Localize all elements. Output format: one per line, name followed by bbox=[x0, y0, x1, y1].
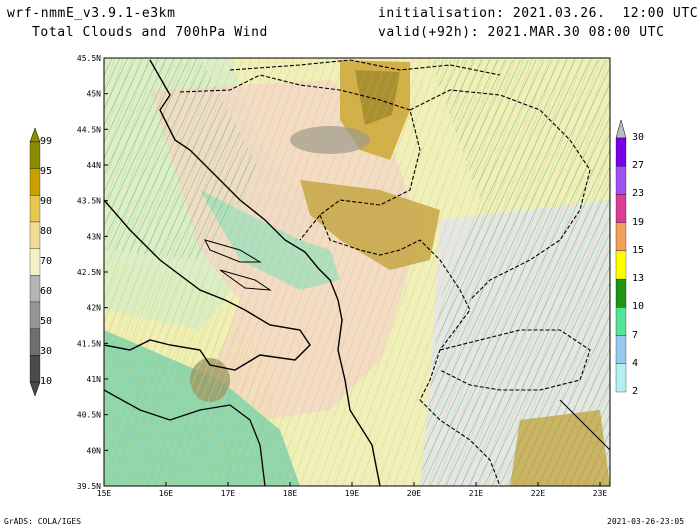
latitude-label: 42.5N bbox=[77, 268, 101, 277]
cloud-colorbar-swatch bbox=[29, 168, 41, 196]
product-title: Total Clouds and 700hPa Wind bbox=[32, 25, 268, 40]
cloud-colorbar-swatch bbox=[29, 275, 41, 303]
latitude-label: 43N bbox=[87, 232, 102, 241]
wind-colorbar-label: 7 bbox=[632, 329, 639, 341]
longitude-label: 18E bbox=[283, 489, 298, 498]
latitude-label: 45N bbox=[87, 90, 102, 99]
latitude-label: 42N bbox=[87, 304, 102, 313]
wind-colorbar-label: 4 bbox=[632, 357, 639, 369]
longitude-label: 22E bbox=[531, 489, 546, 498]
cloud-colorbar-label: 99 bbox=[40, 136, 53, 147]
wind-colorbar-swatch bbox=[615, 307, 627, 336]
coastline-italy bbox=[104, 199, 311, 371]
valid-time: valid(+92h): 2021.MAR.30 08:00 UTC bbox=[378, 25, 665, 40]
wind-colorbar-swatch bbox=[615, 335, 627, 364]
longitude-label: 16E bbox=[159, 489, 174, 498]
wind-colorbar-label: 19 bbox=[632, 216, 645, 228]
cloud-colorbar-swatch bbox=[29, 141, 41, 169]
island-2 bbox=[219, 269, 272, 291]
cloud-colorbar-top-triangle bbox=[29, 127, 41, 143]
longitude-label: 19E bbox=[345, 489, 360, 498]
wind-colorbar-swatch bbox=[615, 166, 627, 195]
coastline-italy-south bbox=[104, 389, 266, 486]
latitude-label: 39.5N bbox=[77, 482, 101, 491]
wind-colorbar-label: 27 bbox=[632, 160, 645, 172]
cloud-colorbar-swatch bbox=[29, 355, 41, 383]
wind-field-green-west bbox=[104, 58, 260, 260]
latitude-label: 41.5N bbox=[77, 339, 101, 348]
latitude-label: 44N bbox=[87, 161, 102, 170]
cloud-colorbar-label: 70 bbox=[40, 256, 53, 267]
cloud-colorbar bbox=[29, 127, 41, 397]
wind-colorbar-label: 30 bbox=[632, 132, 645, 143]
cloud-colorbar-label: 90 bbox=[40, 196, 53, 207]
model-title: wrf-nmmE_v3.9.1-e3km bbox=[7, 6, 176, 21]
wind-colorbar-label: 2 bbox=[632, 386, 639, 397]
wind-colorbar-top-triangle bbox=[615, 119, 627, 139]
latitude-label: 44.5N bbox=[77, 125, 101, 134]
cloud-colorbar-swatch bbox=[29, 328, 41, 356]
wind-field-yellow bbox=[104, 260, 300, 486]
border-albania-greece bbox=[419, 399, 501, 486]
wind-colorbar-swatch bbox=[615, 222, 627, 252]
border-serbia bbox=[409, 89, 591, 301]
cloud-colorbar-label: 50 bbox=[40, 316, 53, 327]
latitude-label: 43.5N bbox=[77, 197, 101, 206]
wind-colorbar-label: 15 bbox=[632, 244, 645, 256]
cloud-colorbar-bottom-triangle bbox=[29, 381, 41, 397]
cloud-colorbar-label: 80 bbox=[40, 226, 53, 237]
wind-colorbar-label: 23 bbox=[632, 188, 645, 200]
cloud-colorbar-label: 10 bbox=[40, 376, 53, 387]
footer-timestamp: 2021-03-26-23:05 bbox=[607, 517, 685, 526]
island-1 bbox=[204, 239, 262, 263]
latitude-label: 41N bbox=[87, 375, 102, 384]
wind-colorbar-swatch bbox=[615, 250, 627, 280]
longitude-label: 17E bbox=[221, 489, 236, 498]
latitude-label: 40N bbox=[87, 446, 102, 455]
longitude-ticks: 15E 16E 17E 18E 19E 20E 21E 22E 23E bbox=[97, 482, 608, 498]
wind-colorbar bbox=[615, 119, 627, 393]
cloud-colorbar-swatch bbox=[29, 301, 41, 329]
wind-colorbar-swatch bbox=[615, 137, 627, 167]
wind-colorbar-label: 13 bbox=[632, 273, 645, 285]
wind-colorbar-label: 10 bbox=[632, 301, 645, 313]
latitude-label: 45.5N bbox=[77, 54, 101, 63]
latitude-label: 40.5N bbox=[77, 411, 101, 420]
cloud-colorbar-label: 60 bbox=[40, 286, 53, 297]
footer-credit: GrADS: COLA/IGES bbox=[4, 517, 82, 526]
border-north-macedonia bbox=[439, 329, 591, 391]
border-hungary bbox=[229, 59, 501, 76]
latitude-ticks: 45.5N 45N 44.5N 44N 43.5N 43N 42.5N 42N 41.5N 41N… bbox=[77, 54, 108, 491]
longitude-label: 20E bbox=[407, 489, 422, 498]
wind-colorbar-swatch bbox=[615, 194, 627, 223]
cloud-colorbar-swatch bbox=[29, 195, 41, 223]
longitude-label: 21E bbox=[469, 489, 484, 498]
cloud-colorbar-swatch bbox=[29, 248, 41, 276]
cloud-colorbar-label: 95 bbox=[40, 166, 53, 177]
coastline-greece bbox=[559, 399, 610, 451]
cloud-colorbar-swatch bbox=[29, 221, 41, 249]
coastline-adriatic-north bbox=[149, 59, 381, 486]
cloud-colorbar-label: 30 bbox=[40, 346, 53, 357]
wind-colorbar-swatch bbox=[615, 278, 627, 308]
wind-field-green-east bbox=[420, 60, 610, 486]
initialisation-time: initialisation: 2021.03.26. 12:00 UTC bbox=[378, 6, 699, 21]
longitude-label: 15E bbox=[97, 489, 112, 498]
wind-colorbar-swatch bbox=[615, 363, 627, 393]
longitude-label: 23E bbox=[593, 489, 608, 498]
